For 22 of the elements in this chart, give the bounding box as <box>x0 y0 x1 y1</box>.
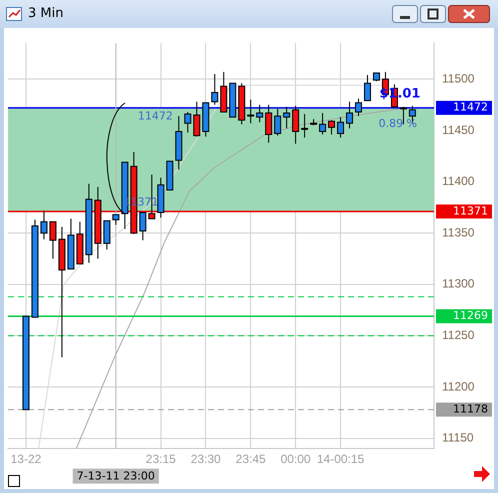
y-tick-label: 11300 <box>442 276 475 291</box>
y-tick-label: 11200 <box>442 379 475 394</box>
y-tick-label: 11450 <box>442 122 475 137</box>
ref-line-label: 7-13-11 23:00 <box>76 469 155 482</box>
y-tick-label: 11400 <box>442 174 475 188</box>
y-tick-label: 11350 <box>442 225 475 240</box>
ref-line-label: 11269 <box>453 309 488 322</box>
annotation: 0.89 % <box>378 117 418 130</box>
y-tick-label: 11150 <box>442 430 474 445</box>
x-tick-label: 14-00:15 <box>316 452 365 466</box>
ref-line-label: 11371 <box>453 204 488 218</box>
ref-line-label: 11178 <box>453 402 488 416</box>
y-tick-label: 11250 <box>442 328 475 342</box>
x-tick-label: 23:15 <box>146 452 176 466</box>
x-tick-label: 23:45 <box>236 452 266 466</box>
chart-title: 3 Min <box>28 6 64 21</box>
ref-line-label: 11472 <box>453 100 488 114</box>
x-tick-label: 00:00 <box>280 452 311 466</box>
annotation: 11472 <box>138 110 173 123</box>
x-tick-label: 13-22 <box>10 452 42 466</box>
x-tick-label: 23:30 <box>190 452 222 466</box>
y-tick-label: 11500 <box>442 71 475 86</box>
